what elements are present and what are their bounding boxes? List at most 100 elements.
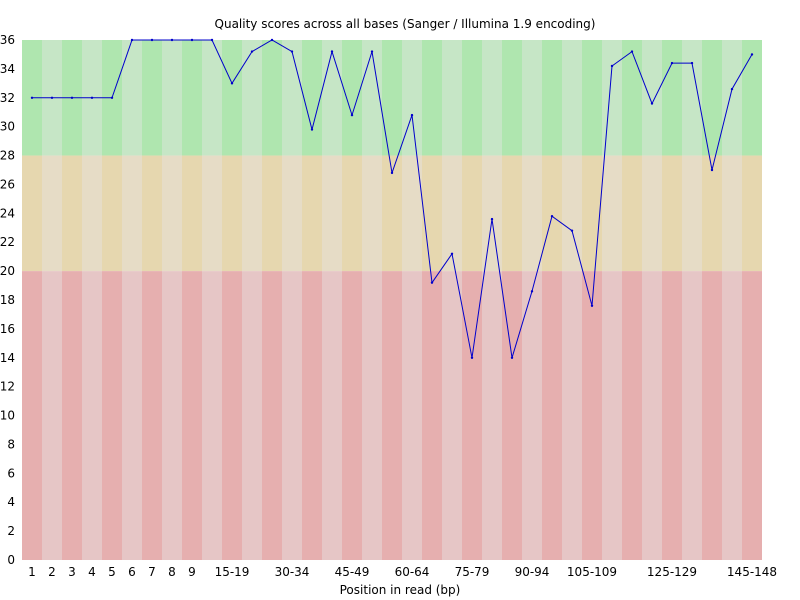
data-point: [710, 168, 714, 172]
y-tick-label: 22: [0, 235, 15, 249]
band-cell: [562, 40, 582, 156]
chart-title: Quality scores across all bases (Sanger …: [215, 17, 596, 31]
band-cell: [182, 40, 202, 156]
data-point: [510, 356, 514, 359]
x-tick-label: 15-19: [215, 565, 250, 579]
band-cell: [122, 155, 142, 272]
band-cell: [642, 40, 662, 156]
band-cell: [62, 155, 82, 272]
data-point: [30, 96, 34, 99]
data-point: [530, 290, 534, 293]
band-cell: [222, 155, 242, 272]
band-cell: [362, 155, 382, 272]
x-tick-label: 9: [188, 565, 196, 579]
band-cell: [542, 155, 562, 272]
data-point: [570, 229, 574, 232]
band-cell: [682, 271, 702, 560]
data-point: [330, 50, 334, 53]
band-cell: [682, 155, 702, 272]
band-cell: [522, 271, 542, 560]
data-point: [150, 38, 154, 42]
y-tick-label: 18: [0, 293, 15, 307]
x-tick-label: 5: [108, 565, 116, 579]
band-cell: [502, 40, 522, 156]
band-cell: [362, 271, 382, 560]
y-tick-label: 2: [7, 524, 15, 538]
band-cell: [322, 271, 342, 560]
x-tick-label: 45-49: [335, 565, 370, 579]
band-cell: [82, 155, 102, 272]
band-cell: [22, 271, 42, 560]
x-tick-label: 145-148: [727, 565, 777, 579]
band-cell: [362, 40, 382, 156]
band-cell: [582, 155, 602, 272]
band-cell: [602, 155, 622, 272]
band-cell: [302, 155, 322, 272]
band-cell: [522, 155, 542, 272]
y-tick-label: 4: [7, 495, 15, 509]
y-tick-label: 36: [0, 33, 15, 47]
x-tick-label: 7: [148, 565, 156, 579]
band-cell: [42, 155, 62, 272]
band-cell: [282, 155, 302, 272]
band-cell: [622, 40, 642, 156]
band-cell: [642, 271, 662, 560]
data-point: [470, 356, 474, 359]
data-point: [430, 281, 434, 284]
data-point: [350, 113, 354, 117]
band-cell: [502, 271, 522, 560]
data-point: [290, 50, 294, 53]
band-cell: [402, 40, 422, 156]
band-cell: [702, 40, 722, 156]
x-tick-label: 6: [128, 565, 136, 579]
x-tick-label: 8: [168, 565, 176, 579]
data-point: [550, 215, 554, 218]
band-cell: [702, 271, 722, 560]
band-cell: [482, 271, 502, 560]
band-cell: [662, 155, 682, 272]
band-cell: [742, 271, 762, 560]
band-cell: [522, 40, 542, 156]
y-tick-label: 8: [7, 437, 15, 451]
band-cell: [282, 40, 302, 156]
y-tick-label: 32: [0, 91, 15, 105]
data-point: [670, 61, 674, 65]
data-point: [230, 82, 234, 85]
x-tick-label: 60-64: [395, 565, 430, 579]
band-cell: [162, 40, 182, 156]
band-cell: [222, 271, 242, 560]
band-cell: [142, 40, 162, 156]
band-cell: [262, 155, 282, 272]
data-point: [50, 96, 54, 99]
band-cell: [422, 155, 442, 272]
data-point: [130, 38, 134, 42]
band-cell: [122, 40, 142, 156]
band-cell: [742, 155, 762, 272]
y-tick-label: 30: [0, 120, 15, 134]
x-tick-label: 90-94: [515, 565, 550, 579]
band-cell: [82, 271, 102, 560]
band-cell: [402, 155, 422, 272]
band-cell: [142, 155, 162, 272]
x-tick-label: 30-34: [275, 565, 310, 579]
band-cell: [722, 155, 742, 272]
data-point: [410, 113, 414, 117]
band-cell: [262, 271, 282, 560]
y-tick-label: 12: [0, 380, 15, 394]
band-cell: [162, 271, 182, 560]
data-point: [190, 38, 194, 42]
data-point: [170, 38, 174, 42]
data-point: [210, 38, 214, 42]
band-cell: [302, 271, 322, 560]
band-cell: [582, 40, 602, 156]
band-cell: [662, 40, 682, 156]
data-point: [70, 96, 74, 99]
data-point: [630, 50, 634, 53]
band-cell: [602, 40, 622, 156]
data-point: [490, 217, 494, 221]
band-cell: [202, 155, 222, 272]
band-cell: [162, 155, 182, 272]
band-cell: [202, 40, 222, 156]
band-cell: [722, 40, 742, 156]
